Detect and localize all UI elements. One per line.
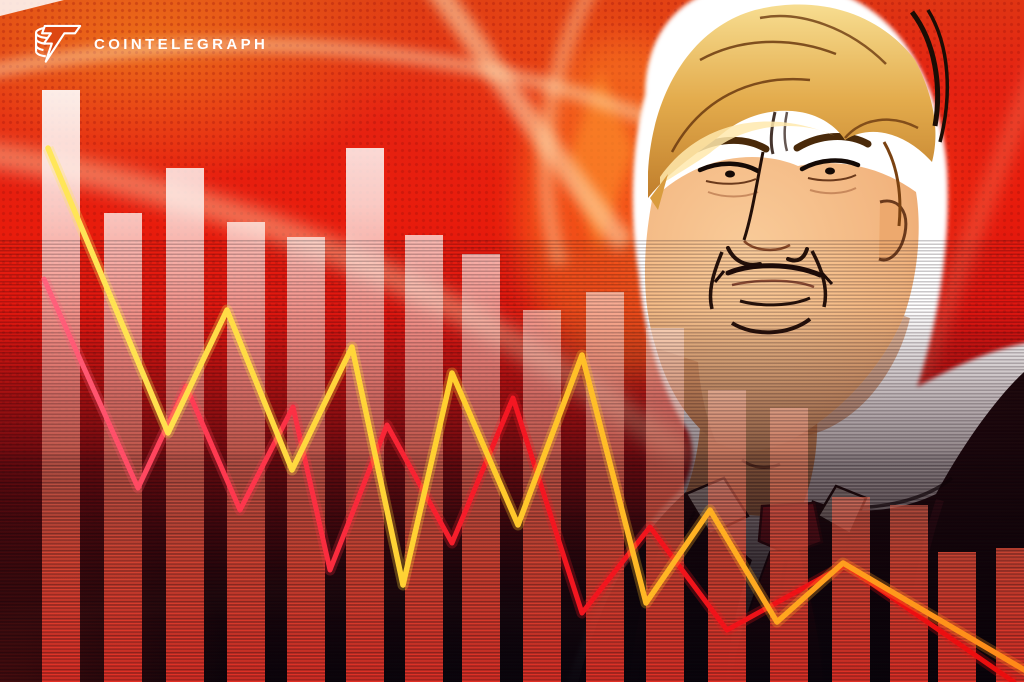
- lightning-t-glyph: [41, 24, 82, 63]
- decor-bar: [227, 222, 265, 682]
- scanlines-overlay: [0, 240, 1024, 682]
- decor-bar: [832, 497, 870, 682]
- red-trend-line: [41, 276, 1017, 682]
- cointelegraph-logo-text: COINTELEGRAPH: [94, 35, 269, 53]
- yellow-trend-line: [45, 145, 1024, 673]
- cointelegraph-logo-icon: [34, 24, 82, 63]
- decor-bar: [646, 328, 684, 682]
- cointelegraph-logo: COINTELEGRAPH: [30, 22, 268, 66]
- decor-bar: [770, 408, 808, 682]
